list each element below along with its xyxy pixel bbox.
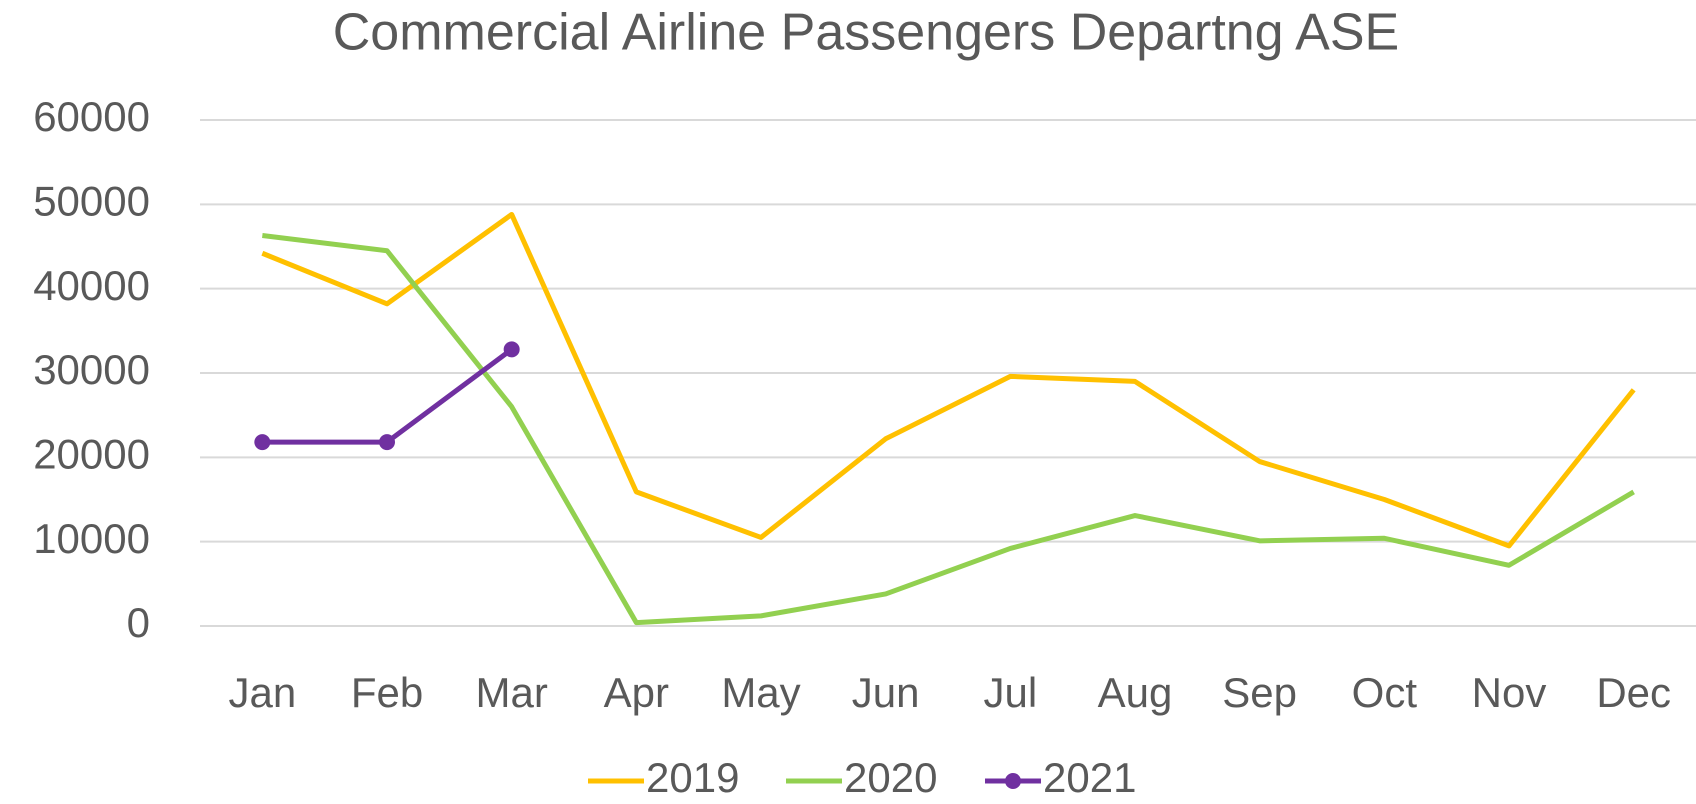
x-tick-label: Jul [983,669,1037,716]
y-tick-label: 30000 [33,346,150,393]
y-tick-label: 10000 [33,515,150,562]
x-tick-label: Apr [604,669,669,716]
legend-label: 2020 [844,754,937,801]
series-line [262,233,1635,626]
x-tick-label: Sep [1222,669,1297,716]
point [379,434,395,451]
point [254,434,271,451]
x-tick-label: Nov [1472,669,1547,716]
x-tick-label: Mar [475,669,547,716]
x-tick-label: May [721,669,800,716]
legend-label: 2019 [646,754,739,801]
point [503,341,520,358]
legend-marker [1005,773,1021,789]
y-tick-label: 40000 [33,262,150,309]
y-tick-label: 20000 [33,430,150,477]
y-tick-label: 50000 [33,177,150,224]
legend-label: 2021 [1043,754,1136,801]
chart-title: Commercial Airline Passengers Departng A… [333,4,1399,62]
x-tick-label: Feb [351,669,423,716]
x-tick-label: Jun [852,669,920,716]
y-tick-label: 0 [127,599,150,646]
x-tick-label: Dec [1596,669,1671,716]
x-tick-label: Jan [228,669,296,716]
x-tick-label: Aug [1098,669,1173,716]
series-line [261,211,1636,549]
x-tick-label: Oct [1352,669,1418,716]
y-tick-label: 60000 [33,93,150,140]
